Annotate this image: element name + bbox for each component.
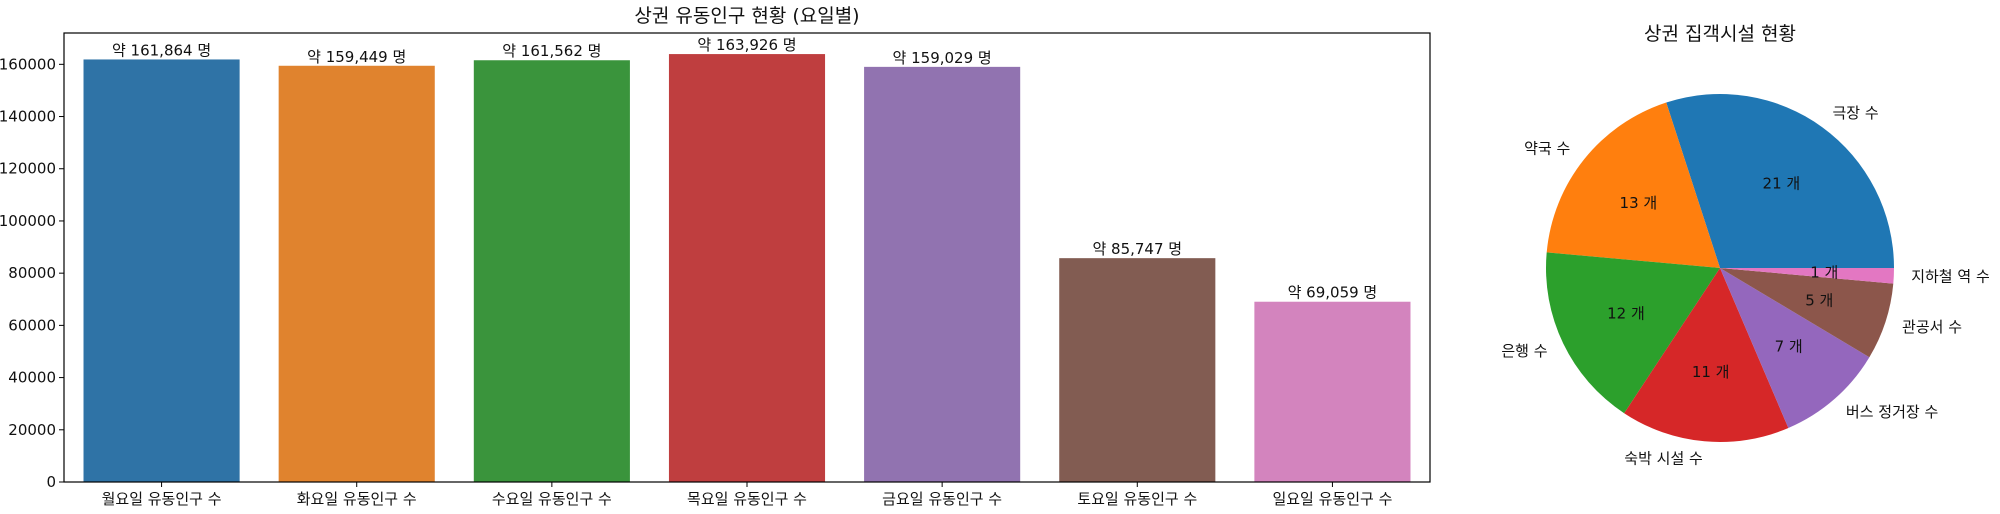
pie-slice (1720, 268, 1870, 428)
pie-value-label: 5 개 (1805, 291, 1833, 309)
y-tick-label: 140000 (0, 108, 56, 126)
y-tick-label: 60000 (8, 316, 56, 334)
pie-value-labels: 21 개 13 개 12 개 11 개 7 개 5 개 1 개 (1607, 175, 1838, 381)
pie-value-label: 11 개 (1692, 363, 1730, 381)
bar-data-label: 약 69,059 명 (1288, 284, 1378, 302)
bar-plot-frame (63, 32, 1431, 483)
pie-slice (1546, 252, 1720, 414)
pie-category-labels: 극장 수약국 수은행 수숙박 시설 수 버스 정거장 수 관공서 수 지하철 역 수 (1501, 104, 1989, 467)
bar (473, 60, 630, 482)
bar-data-label: 약 161,562 명 (502, 42, 601, 60)
x-tick-label: 금요일 유동인구 수 (882, 490, 1002, 508)
bar-chart: 상권 유동인구 현황 (요일별) 0 20000 40000 60000 80000 10… (0, 5, 1431, 508)
bar (1059, 258, 1216, 482)
pie-slice (1624, 268, 1789, 442)
pie-value-label: 1 개 (1810, 264, 1838, 282)
bar-data-label: 약 159,449 명 (307, 48, 406, 66)
y-tick-label: 100000 (0, 212, 56, 230)
pie-value-label: 13 개 (1620, 194, 1658, 212)
pie-category-label: 지하철 역 수 (1911, 268, 1990, 286)
pie-slices (1546, 94, 1894, 442)
bar-data-label: 약 159,029 명 (893, 49, 992, 67)
bar-data-label: 약 163,926 명 (697, 36, 796, 54)
y-tick-label: 0 (46, 473, 56, 491)
y-tick-label: 20000 (8, 421, 56, 439)
pie-chart-title: 상권 집객시설 현황 (1644, 23, 1796, 45)
bar (83, 59, 240, 482)
x-tick-label: 토요일 유동인구 수 (1077, 490, 1197, 508)
bar (1254, 301, 1411, 482)
bar-data-labels: 약 161,864 명 약 159,449 명 약 161,562 명 약 163,9… (112, 36, 1377, 302)
x-tick-label: 월요일 유동인구 수 (102, 490, 222, 508)
pie-slice (1666, 94, 1894, 268)
y-tick-label: 80000 (8, 264, 56, 282)
pie-slice (1720, 268, 1894, 284)
pie-category-label: 숙박 시설 수 (1624, 450, 1703, 468)
pie-category-label: 약국 수 (1524, 140, 1570, 158)
bar-chart-bars (83, 54, 1411, 482)
x-tick-label: 화요일 유동인구 수 (297, 490, 417, 508)
pie-category-label: 관공서 수 (1902, 318, 1962, 336)
bar (864, 66, 1021, 482)
bar-data-label: 약 161,864 명 (112, 41, 211, 59)
y-tick-label: 40000 (8, 369, 56, 387)
pie-value-label: 21 개 (1763, 175, 1801, 193)
x-tick-label: 목요일 유동인구 수 (687, 490, 807, 508)
bar (278, 65, 435, 482)
pie-slice (1546, 102, 1720, 268)
y-tick-label: 120000 (0, 160, 56, 178)
bar-x-axis-ticks: 월요일 유동인구 수 화요일 유동인구 수 수요일 유동인구 수 목요일 유동인구 수… (102, 482, 1392, 508)
bar-y-axis-ticks: 0 20000 40000 60000 80000 100000 120000 140000 1… (0, 55, 64, 491)
bar-chart-title: 상권 유동인구 현황 (요일별) (634, 5, 859, 27)
pie-value-label: 7 개 (1775, 338, 1803, 356)
y-tick-label: 160000 (0, 55, 56, 73)
pie-value-label: 12 개 (1607, 304, 1645, 322)
bar (668, 54, 826, 482)
bar-data-label: 약 85,747 명 (1092, 240, 1182, 258)
pie-chart: 상권 집객시설 현황 21 개 13 개 12 개 11 개 7 개 5 개 1 개 극장 … (1501, 23, 1989, 468)
pie-category-label: 은행 수 (1501, 342, 1547, 360)
x-tick-label: 일요일 유동인구 수 (1272, 490, 1392, 508)
pie-category-label: 극장 수 (1833, 104, 1879, 122)
pie-category-label: 버스 정거장 수 (1846, 403, 1938, 421)
x-tick-label: 수요일 유동인구 수 (492, 490, 612, 508)
pie-slice (1720, 268, 1894, 358)
